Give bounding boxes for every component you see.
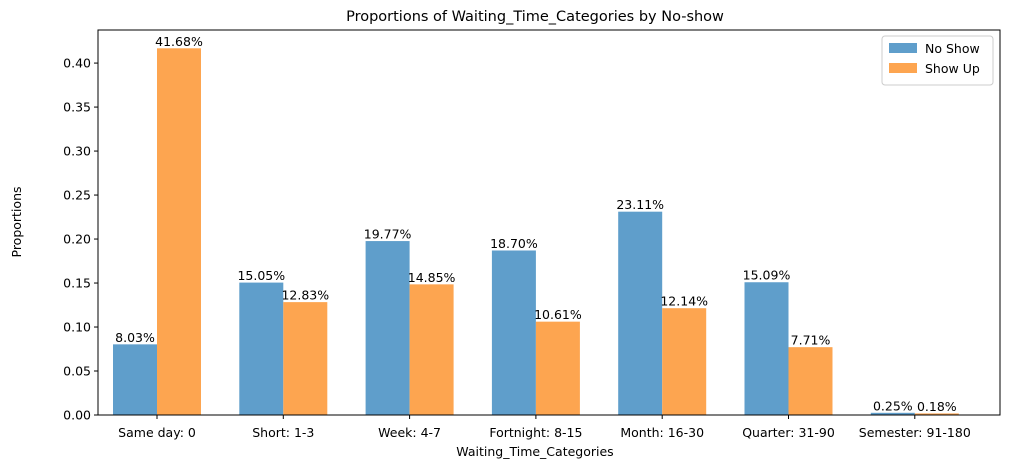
y-tick-label: 0.35 bbox=[63, 100, 91, 115]
data-label: 8.03% bbox=[115, 330, 155, 345]
y-tick-label: 0.00 bbox=[63, 408, 91, 423]
data-label: 15.05% bbox=[237, 268, 285, 283]
bar-no-show-1 bbox=[239, 282, 284, 415]
y-axis-label: Proportions bbox=[9, 186, 24, 257]
y-tick-label: 0.25 bbox=[63, 188, 91, 203]
chart-title: Proportions of Waiting_Time_Categories b… bbox=[346, 9, 724, 25]
bar-show-up-3 bbox=[535, 321, 580, 415]
x-axis-label: Waiting_Time_Categories bbox=[456, 444, 613, 459]
bar-show-up-6 bbox=[914, 413, 959, 415]
data-label: 18.70% bbox=[490, 236, 538, 251]
data-label: 15.09% bbox=[743, 268, 791, 283]
data-label: 14.85% bbox=[408, 270, 456, 285]
y-tick-label: 0.30 bbox=[63, 144, 91, 159]
x-tick-label: Fortnight: 8-15 bbox=[489, 425, 582, 440]
data-label: 0.25% bbox=[873, 398, 913, 413]
data-label: 19.77% bbox=[364, 227, 412, 242]
legend-swatch bbox=[889, 63, 917, 73]
bar-no-show-0 bbox=[113, 344, 157, 415]
bars-layer bbox=[113, 48, 959, 416]
bar-show-up-2 bbox=[409, 284, 454, 415]
y-tick-label: 0.20 bbox=[63, 232, 91, 247]
legend-entry: No Show bbox=[925, 41, 980, 56]
bar-show-up-0 bbox=[157, 48, 201, 416]
x-tick-label: Short: 1-3 bbox=[252, 425, 314, 440]
x-tick-label: Same day: 0 bbox=[118, 425, 196, 440]
y-tick-label: 0.15 bbox=[63, 276, 91, 291]
bar-no-show-6 bbox=[870, 412, 915, 415]
x-tick-label: Month: 16-30 bbox=[620, 425, 704, 440]
bar-no-show-4 bbox=[618, 211, 663, 415]
x-tick-label: Week: 4-7 bbox=[378, 425, 441, 440]
plot-frame bbox=[97, 29, 1001, 416]
bar-show-up-5 bbox=[788, 347, 833, 415]
bar-show-up-1 bbox=[283, 302, 328, 415]
y-tick-label: 0.05 bbox=[63, 364, 91, 379]
legend: No Show Show Up bbox=[881, 35, 994, 86]
data-label: 0.18% bbox=[917, 399, 957, 414]
bar-no-show-5 bbox=[744, 282, 789, 415]
legend-entry: Show Up bbox=[925, 61, 980, 76]
data-labels-layer: 8.03% 41.68% 15.05% 12.83% 19.77% 14.85% 18.70… bbox=[115, 34, 957, 414]
data-label: 41.68% bbox=[155, 34, 203, 49]
bar-show-up-4 bbox=[662, 308, 707, 415]
bar-no-show-2 bbox=[365, 241, 410, 415]
bar-no-show-3 bbox=[491, 250, 536, 415]
data-label: 10.61% bbox=[534, 307, 582, 322]
data-label: 12.14% bbox=[660, 294, 708, 309]
legend-swatch bbox=[889, 43, 917, 53]
data-label: 23.11% bbox=[616, 197, 664, 212]
data-label: 12.83% bbox=[281, 288, 329, 303]
x-tick-label: Semester: 91-180 bbox=[859, 425, 971, 440]
x-tick-label: Quarter: 31-90 bbox=[742, 425, 835, 440]
y-tick-label: 0.40 bbox=[63, 56, 91, 71]
y-tick-label: 0.10 bbox=[63, 320, 91, 335]
data-label: 7.71% bbox=[791, 333, 831, 348]
axes-layer: Same day: 0 Short: 1-3 Week: 4-7 Fortnight:… bbox=[63, 29, 1001, 440]
